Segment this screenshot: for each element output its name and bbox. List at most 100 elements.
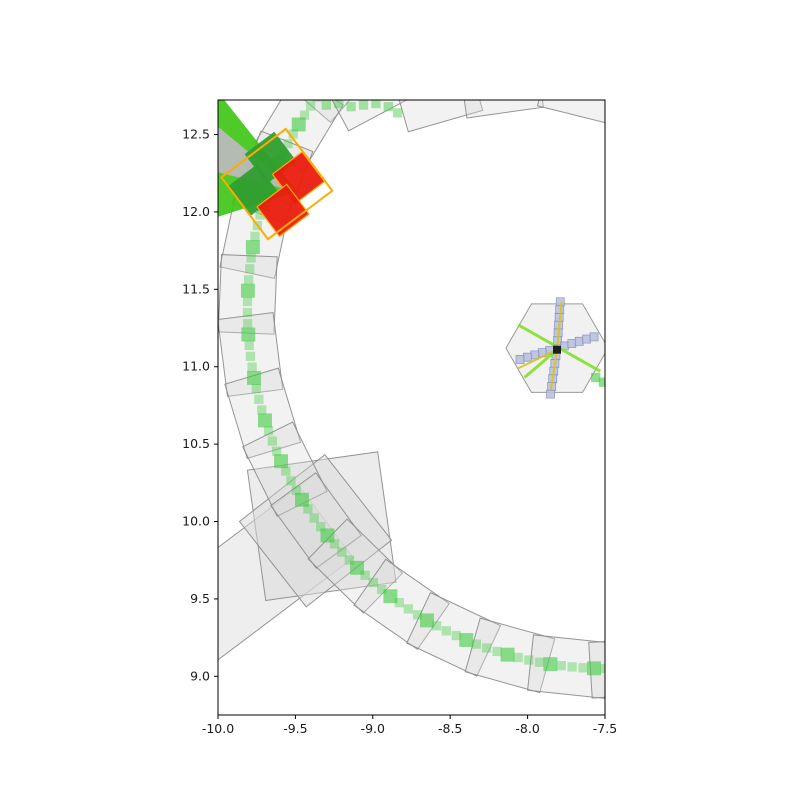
hex-green-ray: [523, 348, 558, 379]
trail-square: [254, 394, 264, 404]
ring-patch: [303, 100, 351, 123]
trail-square: [244, 275, 254, 285]
hex-arm-cell: [582, 334, 592, 344]
ring-patch: [463, 100, 545, 119]
trail-square: [281, 466, 291, 476]
axes: -10.0 -9.5 -9.0 -8.5 -8.0 -7.5 9.0 9.5 10.0 10.5 1…: [182, 99, 617, 736]
trail-square: [240, 283, 255, 298]
trail-square: [420, 613, 434, 628]
trail-square: [299, 110, 310, 120]
hex-arm-cell: [522, 352, 532, 362]
trail-square: [412, 610, 423, 620]
trail-square: [250, 231, 260, 241]
trail-square: [587, 661, 601, 676]
y-tick-label: 9.5: [190, 591, 210, 606]
trail-square: [358, 100, 369, 110]
hex-arm-cell: [555, 297, 565, 307]
trail-square: [513, 652, 523, 663]
y-tick-label: 11.0: [182, 359, 210, 374]
trail-square: [534, 657, 545, 667]
trail-square: [482, 643, 492, 653]
trail-square: [245, 240, 260, 255]
trail-square: [578, 663, 588, 673]
trail-square: [524, 655, 534, 665]
trail-square: [441, 626, 451, 636]
ring-patch: [270, 472, 362, 569]
trail-square: [257, 405, 267, 415]
hex-arm-cell: [589, 332, 599, 342]
trail-square: [303, 504, 313, 514]
trail-square: [321, 100, 332, 110]
trail-square: [383, 102, 393, 112]
trail-square: [291, 485, 301, 495]
trail-square: [258, 413, 272, 428]
ring-patch: [398, 100, 484, 133]
trail-square: [371, 100, 381, 109]
trail-square: [360, 570, 370, 580]
trail-square: [247, 362, 257, 372]
robot-outline: [219, 127, 334, 241]
trail-square: [500, 647, 515, 662]
ring-patch: [218, 312, 284, 397]
hex-arm-cell: [530, 350, 540, 360]
y-tick-label: 10.5: [182, 436, 210, 451]
trail-square: [320, 528, 335, 543]
trail-square: [337, 547, 347, 557]
trail-square: [291, 117, 306, 132]
hex-node: [505, 297, 605, 399]
trail-square: [245, 351, 256, 361]
trail-square: [309, 513, 319, 523]
y-tick-label: 12.5: [182, 127, 210, 142]
x-tick-label: -8.0: [515, 721, 539, 736]
trail-square: [263, 426, 274, 436]
trail-square: [286, 476, 296, 486]
trail-square: [274, 454, 289, 469]
hex-arm-cell: [567, 339, 577, 349]
trail-square: [492, 646, 502, 657]
x-tick-label: -10.0: [202, 721, 234, 736]
trail-square: [598, 377, 605, 387]
y-tick-label: 11.5: [182, 281, 210, 296]
trail-square: [329, 539, 340, 549]
trail-square: [267, 436, 278, 446]
x-tick-label: -9.0: [361, 721, 385, 736]
y-tick-label: 12.0: [182, 204, 210, 219]
hex-arm-cell: [515, 355, 525, 364]
trail-square: [459, 633, 474, 647]
trail-square: [242, 307, 253, 318]
trail-square: [392, 108, 403, 118]
ring-patch: [331, 100, 408, 132]
trail-square: [431, 621, 442, 631]
ring-patch: [242, 421, 328, 517]
y-tick-label: 9.0: [190, 668, 210, 683]
ring-patch: [536, 100, 605, 124]
x-tick-label: -7.5: [593, 721, 617, 736]
trail-square: [334, 100, 344, 109]
hex-center-cell: [552, 345, 562, 354]
trail-square: [245, 264, 255, 274]
trail-square: [451, 630, 461, 641]
hex-yellow-ray: [517, 348, 558, 370]
trail-square: [283, 138, 293, 149]
trail-square: [383, 589, 398, 604]
hex-arm-cell: [546, 389, 555, 399]
trail-square: [368, 577, 378, 588]
trail-square: [251, 384, 261, 394]
trail-square: [244, 340, 254, 351]
robot-marker: [218, 100, 334, 241]
hex-yellow-ray: [549, 349, 559, 391]
trail-square: [247, 370, 261, 385]
trail-square: [241, 327, 256, 342]
x-tick-label: -9.5: [283, 721, 307, 736]
y-tick-label: 10.0: [182, 514, 210, 529]
trail-square: [394, 598, 404, 608]
ring-patch: [527, 634, 605, 699]
hex-yellow-ray: [556, 301, 563, 350]
hex-arm-cell: [574, 336, 584, 346]
trail-square: [556, 661, 566, 671]
x-tick-label: -8.5: [438, 721, 462, 736]
trail-square: [600, 663, 605, 674]
